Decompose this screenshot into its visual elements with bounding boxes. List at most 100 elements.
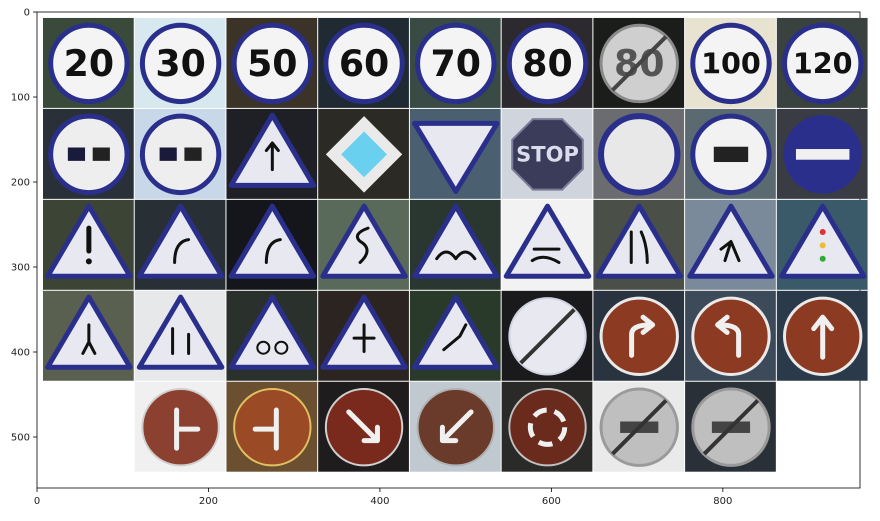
triangle-sign [595,203,684,279]
sign-tile-r4c4 [409,381,501,472]
sign-tile-r1c8 [776,108,868,199]
sign-text: 50 [247,42,297,85]
sign-disc [782,22,864,105]
triangle-sign [778,203,867,279]
diagonal-bar [702,399,760,456]
diagonal-bar [519,308,576,365]
sign-text: 30 [155,42,205,85]
sign-symbol [435,250,477,261]
sign-symbol [629,314,656,358]
x-axis: 0 200 400 600 800 [34,488,732,507]
sign-tile-r2c4 [409,199,501,290]
sign-tile-r3c0 [43,290,134,381]
sign-symbol [174,407,201,451]
sign-disc [598,113,681,196]
sign-tile-r4c2 [226,381,318,472]
triangle-sign [412,120,500,195]
wheel [256,340,271,355]
priority-inner [341,131,387,178]
sign-disc [691,296,771,376]
y-tick-label: 400 [11,348,30,359]
sign-symbol [352,323,376,354]
y-tick-label: 300 [11,263,30,274]
diagonal-bar [611,35,668,92]
sign-tile-r3c1 [134,290,226,381]
triangle-sign [412,203,500,279]
sign-symbol [719,240,741,263]
y-axis: 0 100 200 300 400 500 [11,8,37,444]
sign-tile-r0c5: 80 [501,17,593,108]
sign-tile-r3c7 [685,290,776,381]
sign-tile-r0c1: 30 [134,17,226,108]
y-tick-label: 500 [11,433,30,444]
sign-text: 100 [701,46,761,80]
diagonal-bar [611,399,668,456]
sign-tile-r4c3 [318,381,409,472]
sign-tile-r1c6 [593,108,685,199]
sign-disc [415,22,497,105]
sign-symbol [715,314,742,358]
sign-tile-r4c7 [685,381,776,472]
sign-disc [690,22,772,105]
dot [85,258,92,265]
x-tick-label: 200 [199,496,218,507]
sign-tile-r3c3 [318,290,409,381]
car-left [159,147,177,161]
sign-tile-r3c4 [409,290,501,381]
triangle-sign [503,203,592,279]
sign-tile-r2c7 [685,199,776,290]
x-tick-label: 400 [370,496,389,507]
sign-disc [599,296,679,376]
x-tick-label: 0 [34,496,40,507]
sign-symbol [530,247,561,265]
sign-tile-r1c4 [409,108,501,199]
x-tick-label: 800 [713,496,732,507]
roundabout-arrows [527,407,568,447]
sign-tile-r1c2 [226,108,318,199]
no-entry-bar [795,149,850,160]
sign-tile-r0c2: 50 [226,17,318,108]
sign-symbol [442,323,468,352]
sign-text: 80 [522,42,572,85]
sign-symbol [173,238,191,265]
sign-symbol [346,409,380,444]
sign-tile-r0c6: 80 [593,17,685,108]
sign-tile-r0c0: 20 [43,17,134,108]
sign-tile-r1c3 [318,108,409,199]
sign-tile-r1c1 [134,108,226,199]
sign-symbol [81,323,97,355]
sign-text: 120 [793,46,853,80]
signal-light [819,228,826,235]
sign-tile-r4c5 [501,381,593,472]
sign-tile-r2c2 [226,199,318,290]
signal-light [819,255,826,262]
sign-text: 70 [431,42,481,85]
sign-tile-r3c5 [501,290,593,381]
sign-disc [508,388,587,467]
sign-tile-r3c6 [593,290,685,381]
sign-mosaic: 20 30 50 60 70 80 80 100 120 STOP [43,17,868,472]
truck-symbol [713,146,749,163]
triangle-sign [320,203,408,279]
sign-disc [48,22,130,105]
sign-tile-r1c0 [43,108,134,199]
sign-text: 60 [339,42,389,85]
x-tick-label: 600 [542,496,561,507]
sign-symbol [264,141,280,172]
sign-text: STOP [516,143,579,167]
sign-tile-r2c0 [43,199,134,290]
sign-tile-r0c7: 100 [685,17,776,108]
sign-tile-r2c1 [134,199,226,290]
sign-symbol [439,409,474,444]
sign-tile-r2c8 [776,199,868,290]
car-left [67,147,86,161]
wheel [274,340,289,355]
y-tick-label: 100 [11,93,30,104]
y-tick-label: 200 [11,178,30,189]
sign-tile-r0c3: 60 [318,17,409,108]
car-right [184,147,202,161]
sign-disc [139,22,222,105]
sign-tile-r1c5: STOP [501,108,593,199]
sign-tile-r2c3 [318,199,409,290]
